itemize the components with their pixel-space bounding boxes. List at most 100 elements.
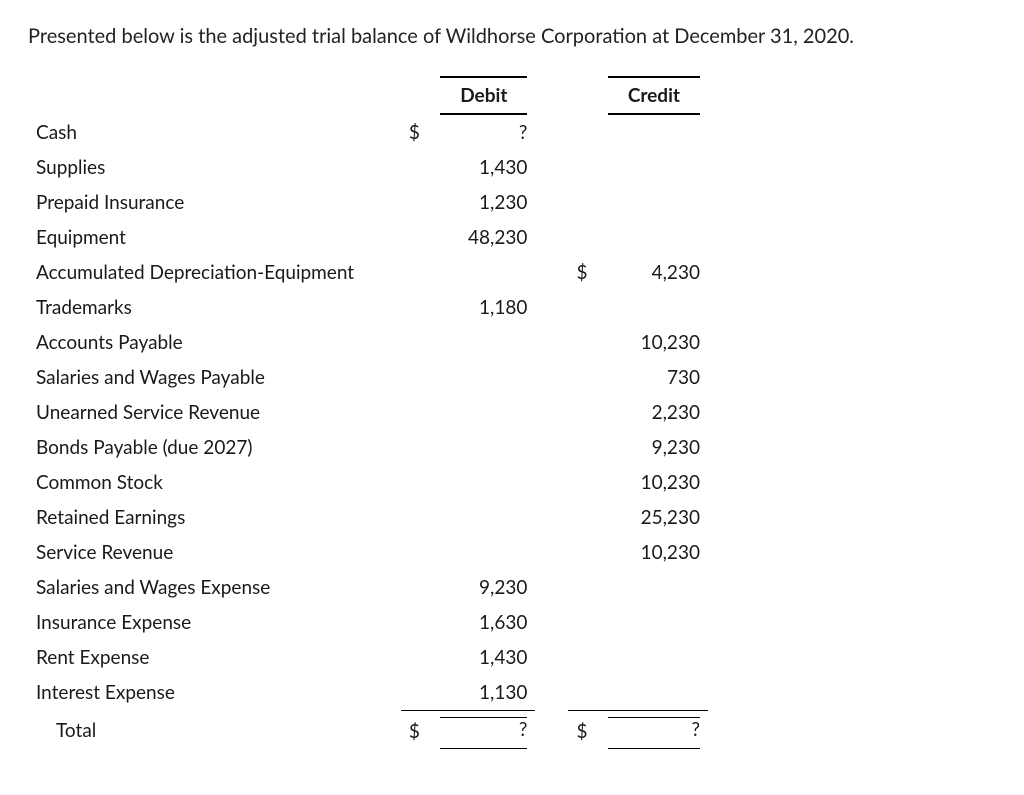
credit-currency [568, 325, 599, 360]
debit-currency [401, 570, 432, 605]
table-row: Cash$? [28, 115, 708, 150]
credit-currency [568, 115, 599, 150]
credit-value [600, 605, 708, 640]
debit-currency [401, 185, 432, 220]
account-name: Service Revenue [28, 535, 401, 570]
debit-value [432, 255, 535, 290]
debit-value: 48,230 [432, 220, 535, 255]
table-row: Accounts Payable10,230 [28, 325, 708, 360]
credit-value: 4,230 [600, 255, 708, 290]
account-name: Insurance Expense [28, 605, 401, 640]
account-name: Retained Earnings [28, 500, 401, 535]
credit-value [600, 150, 708, 185]
total-debit: ? [432, 711, 535, 752]
credit-value [600, 675, 708, 711]
credit-value [600, 640, 708, 675]
account-name: Salaries and Wages Expense [28, 570, 401, 605]
credit-value [600, 220, 708, 255]
credit-currency [568, 290, 599, 325]
account-name: Cash [28, 115, 401, 150]
credit-value: 10,230 [600, 535, 708, 570]
debit-value: ? [432, 115, 535, 150]
table-row: Interest Expense1,130 [28, 675, 708, 711]
table-row: Insurance Expense 1,630 [28, 605, 708, 640]
debit-currency [401, 150, 432, 185]
credit-currency [568, 150, 599, 185]
credit-currency [568, 640, 599, 675]
credit-currency [568, 535, 599, 570]
debit-value [432, 500, 535, 535]
debit-value [432, 395, 535, 430]
debit-currency [401, 535, 432, 570]
table-row: Unearned Service Revenue 2,230 [28, 395, 708, 430]
credit-currency [568, 465, 599, 500]
credit-value [600, 290, 708, 325]
intro-text: Presented below is the adjusted trial ba… [28, 24, 996, 48]
credit-currency [568, 500, 599, 535]
account-name: Common Stock [28, 465, 401, 500]
debit-value [432, 535, 535, 570]
total-credit: ? [600, 711, 708, 752]
debit-value: 1,430 [432, 150, 535, 185]
debit-currency [401, 640, 432, 675]
account-name: Accumulated Depreciation-Equipment [28, 255, 401, 290]
debit-value [432, 465, 535, 500]
debit-currency [401, 290, 432, 325]
credit-currency [568, 430, 599, 465]
account-name: Rent Expense [28, 640, 401, 675]
debit-currency [401, 360, 432, 395]
credit-currency [568, 185, 599, 220]
credit-currency [568, 395, 599, 430]
table-row: Trademarks 1,180 [28, 290, 708, 325]
debit-value: 1,430 [432, 640, 535, 675]
debit-currency [401, 465, 432, 500]
debit-currency [401, 675, 432, 711]
account-name: Supplies [28, 150, 401, 185]
debit-value [432, 325, 535, 360]
total-row: Total $ ? $ ? [28, 711, 708, 752]
debit-value: 1,230 [432, 185, 535, 220]
table-row: Supplies 1,430 [28, 150, 708, 185]
debit-currency [401, 255, 432, 290]
total-debit-currency: $ [401, 711, 432, 752]
credit-value: 25,230 [600, 500, 708, 535]
credit-currency [568, 570, 599, 605]
debit-value: 1,630 [432, 605, 535, 640]
debit-currency [401, 395, 432, 430]
credit-currency: $ [568, 255, 599, 290]
debit-value: 1,180 [432, 290, 535, 325]
table-row: Service Revenue 10,230 [28, 535, 708, 570]
credit-currency [568, 220, 599, 255]
credit-currency [568, 605, 599, 640]
account-name: Trademarks [28, 290, 401, 325]
credit-currency [568, 360, 599, 395]
credit-value [600, 570, 708, 605]
table-row: Salaries and Wages Expense9,230 [28, 570, 708, 605]
account-name: Salaries and Wages Payable [28, 360, 401, 395]
account-name: Unearned Service Revenue [28, 395, 401, 430]
account-name: Accounts Payable [28, 325, 401, 360]
credit-value [600, 115, 708, 150]
account-name: Equipment [28, 220, 401, 255]
credit-value [600, 185, 708, 220]
trial-balance-table: Debit Credit Cash$?Supplies1,430Prepaid … [28, 76, 708, 751]
debit-value: 1,130 [432, 675, 535, 711]
credit-value: 10,230 [600, 465, 708, 500]
debit-currency [401, 325, 432, 360]
table-row: Rent Expense 1,430 [28, 640, 708, 675]
debit-currency [401, 605, 432, 640]
table-row: Salaries and Wages Payable730 [28, 360, 708, 395]
debit-value [432, 360, 535, 395]
table-row: Accumulated Depreciation-Equipment $4,230 [28, 255, 708, 290]
debit-value [432, 430, 535, 465]
total-label: Total [28, 711, 401, 752]
table-row: Common Stock 10,230 [28, 465, 708, 500]
credit-value: 2,230 [600, 395, 708, 430]
debit-currency: $ [401, 115, 432, 150]
debit-currency [401, 220, 432, 255]
debit-currency [401, 430, 432, 465]
total-credit-currency: $ [568, 711, 599, 752]
col-header-debit: Debit [432, 76, 535, 115]
table-row: Bonds Payable (due 2027)9,230 [28, 430, 708, 465]
account-name: Prepaid Insurance [28, 185, 401, 220]
